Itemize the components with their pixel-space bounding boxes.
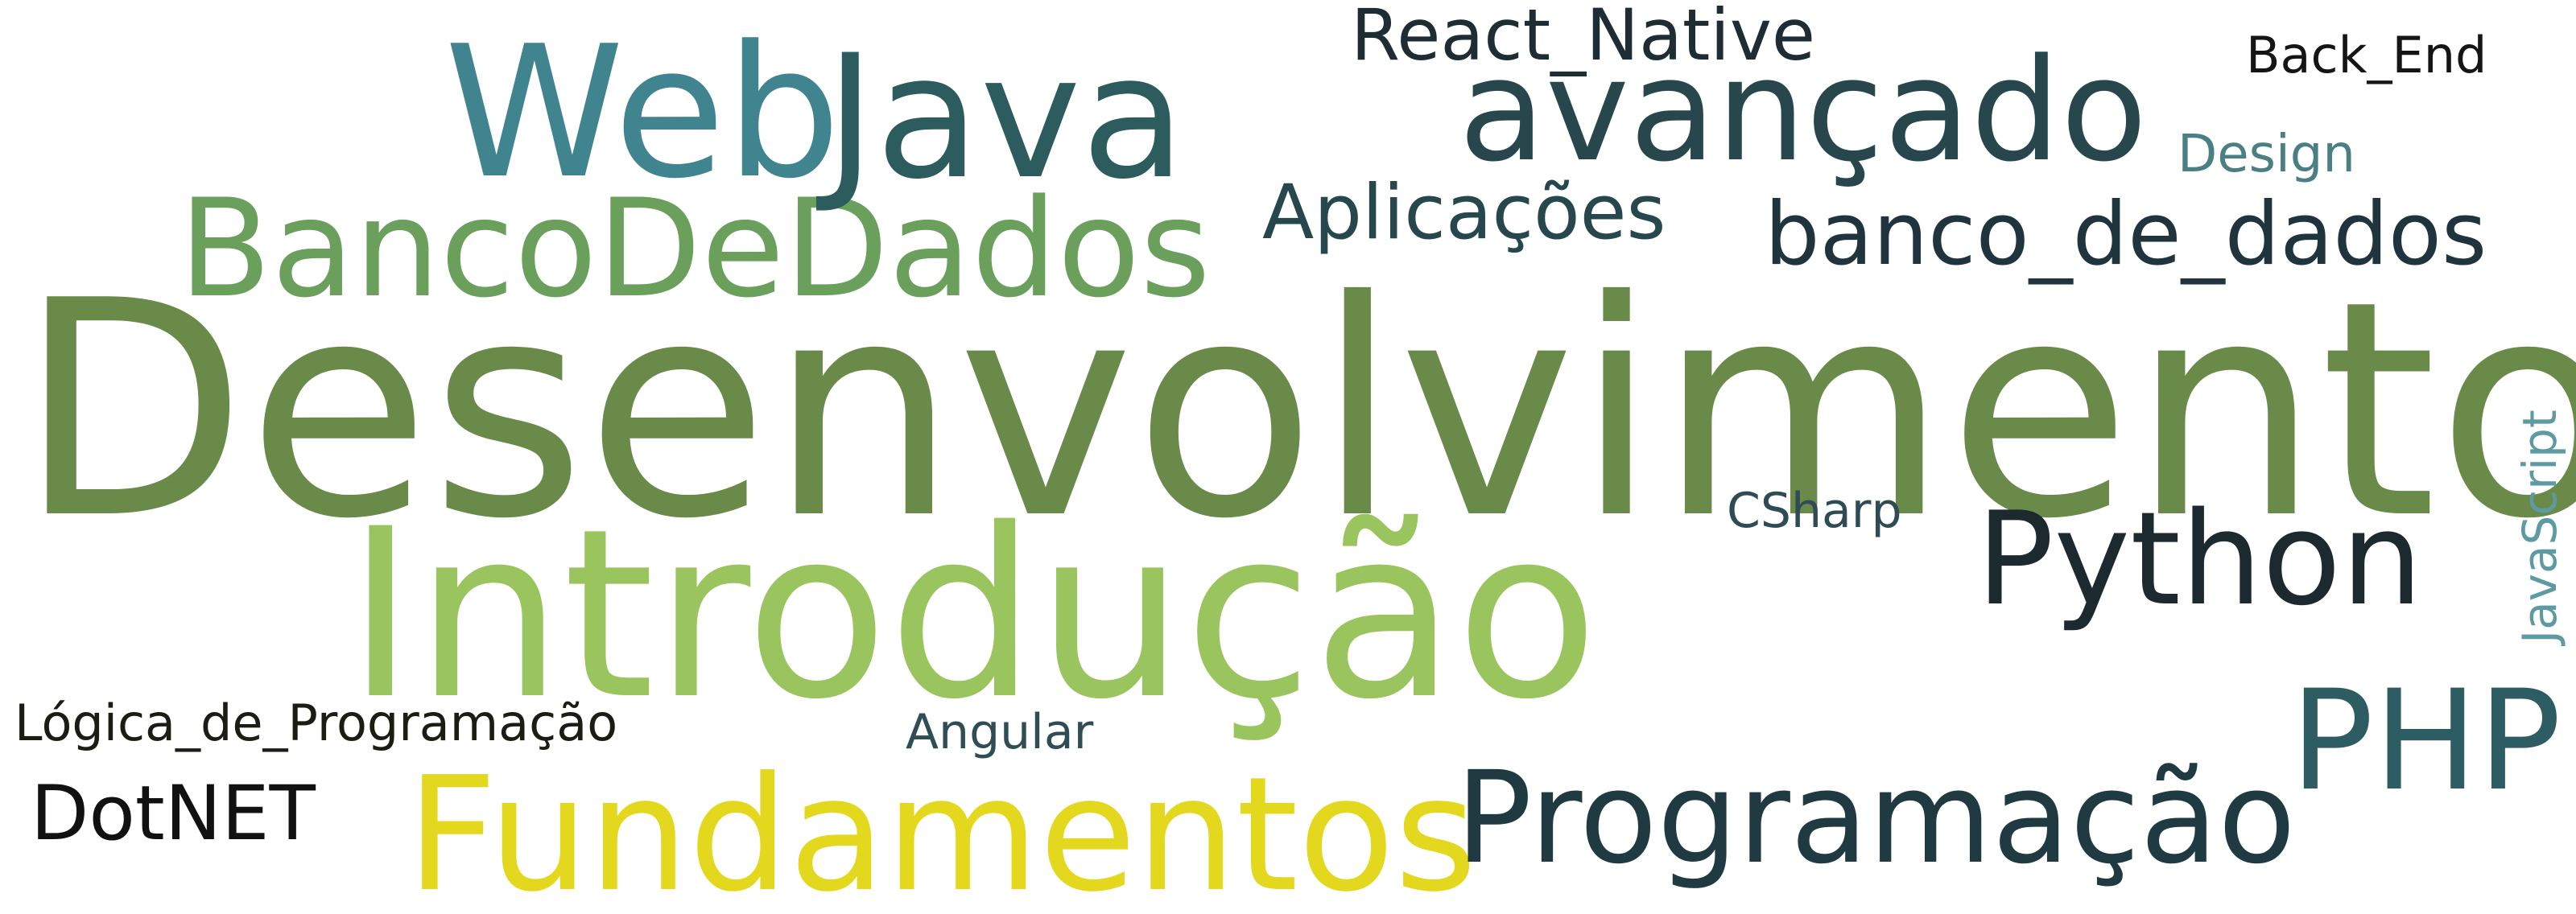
word-introducao: Introdução <box>346 480 1599 751</box>
word-react-native: React_Native <box>1351 0 1816 76</box>
word-csharp: CSharp <box>1727 483 1902 539</box>
word-avancado: avançado <box>1459 28 2148 193</box>
word-banco-de-dados: banco_de_dados <box>1765 184 2487 285</box>
word-desenvolvimento: Desenvolvimento <box>18 238 2576 584</box>
word-javascript: JavaScript <box>2512 410 2567 644</box>
word-aplicacoes: Aplicações <box>1262 169 1666 257</box>
word-web: Web <box>444 7 841 219</box>
word-bancodedados: BancoDeDados <box>179 170 1211 327</box>
word-php: PHP <box>2290 660 2562 821</box>
word-python: Python <box>1976 484 2423 634</box>
word-design: Design <box>2178 125 2355 184</box>
word-fundamentos: Fundamentos <box>407 743 1477 914</box>
word-logica-de-programacao: Lógica_de_Programação <box>14 694 618 752</box>
word-back-end: Back_End <box>2246 26 2487 84</box>
word-java: Java <box>825 18 1186 216</box>
word-dotnet: DotNET <box>31 770 316 858</box>
word-programacao: Programação <box>1455 744 2296 892</box>
word-angular: Angular <box>906 704 1094 760</box>
